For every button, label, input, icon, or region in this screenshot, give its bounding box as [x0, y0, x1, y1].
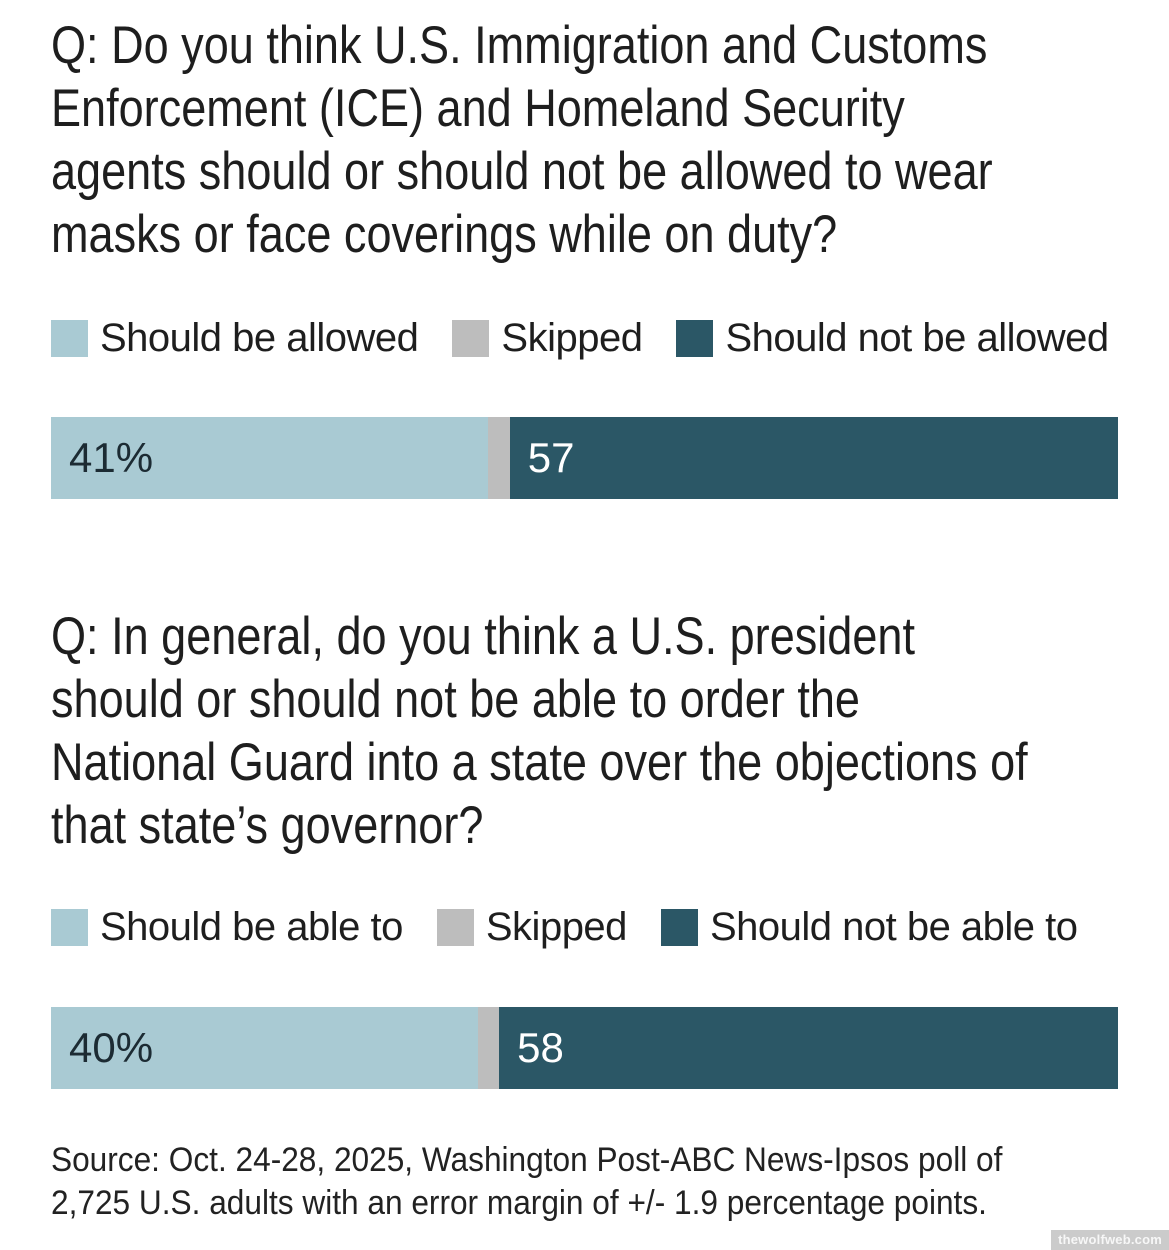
bar-segment-should-be-able-to: 40% — [51, 1007, 478, 1089]
question-title-2: Q: In general, do you think a U.S. presi… — [51, 605, 1118, 857]
legend-label: Skipped — [501, 316, 643, 360]
bar-value-label: 41% — [69, 434, 154, 481]
legend-label: Should be able to — [100, 905, 403, 949]
watermark: thewolfweb.com — [1051, 1230, 1169, 1250]
source-line-1: Source: Oct. 24-28, 2025, Washington Pos… — [51, 1141, 1003, 1179]
bar-value-label: 58 — [517, 1024, 564, 1071]
question-2-line-3: National Guard into a state over the obj… — [51, 733, 1028, 792]
question-2-line-2: should or should not be able to order th… — [51, 670, 860, 729]
legend-swatch-light-blue — [51, 320, 88, 357]
question-1-line-4: masks or face coverings while on duty? — [51, 205, 838, 264]
bar-segment-skipped — [477, 1007, 500, 1089]
legend-item-should-be-allowed: Should be allowed — [51, 316, 419, 361]
bar-segment-should-be-allowed: 41% — [51, 417, 489, 499]
bar-segment-should-not-be-able-to: 58 — [499, 1007, 1118, 1089]
legend-swatch-dark-teal — [676, 320, 714, 357]
question-title-1: Q: Do you think U.S. Immigration and Cus… — [51, 14, 1118, 266]
legend-swatch-light-blue — [51, 909, 88, 946]
question-1-line-1: Q: Do you think U.S. Immigration and Cus… — [51, 16, 988, 75]
bar-segment-skipped — [488, 417, 510, 499]
question-2-line-1: Q: In general, do you think a U.S. presi… — [51, 607, 915, 666]
legend-label: Should not be able to — [709, 905, 1078, 949]
legend-item-should-not-be-allowed: Should not be allowed — [676, 316, 1109, 361]
legend-label: Skipped — [485, 905, 628, 949]
source-note: Source: Oct. 24-28, 2025, Washington Pos… — [51, 1139, 1118, 1225]
legend-2: Should be able to Skipped Should not be … — [51, 905, 1118, 950]
legend-item-should-not-be-able-to: Should not be able to — [660, 905, 1078, 950]
stacked-bar-2: 40% 58 — [51, 1007, 1118, 1089]
source-line-2: 2,725 U.S. adults with an error margin o… — [51, 1184, 987, 1222]
question-1-line-3: agents should or should not be allowed t… — [51, 142, 993, 201]
stacked-bar-1: 41% 57 — [51, 417, 1118, 499]
legend-item-skipped: Skipped — [436, 905, 628, 950]
bar-value-label: 40% — [69, 1024, 154, 1071]
poll-section-national-guard: Q: In general, do you think a U.S. presi… — [51, 605, 1118, 1089]
legend-swatch-gray — [452, 320, 490, 357]
bar-value-label: 57 — [527, 434, 575, 481]
legend-item-should-be-able-to: Should be able to — [51, 905, 403, 950]
legend-item-skipped: Skipped — [452, 316, 643, 361]
legend-label: Should not be allowed — [725, 316, 1109, 360]
question-1-line-2: Enforcement (ICE) and Homeland Security — [51, 79, 905, 138]
bar-segment-should-not-be-allowed: 57 — [509, 417, 1118, 499]
legend-1: Should be allowed Skipped Should not be … — [51, 316, 1118, 361]
legend-swatch-dark-teal — [660, 909, 698, 946]
legend-label: Should be allowed — [100, 316, 419, 360]
legend-swatch-gray — [436, 909, 474, 946]
poll-section-ice-masks: Q: Do you think U.S. Immigration and Cus… — [51, 14, 1118, 499]
question-2-line-4: that state’s governor? — [51, 796, 484, 855]
